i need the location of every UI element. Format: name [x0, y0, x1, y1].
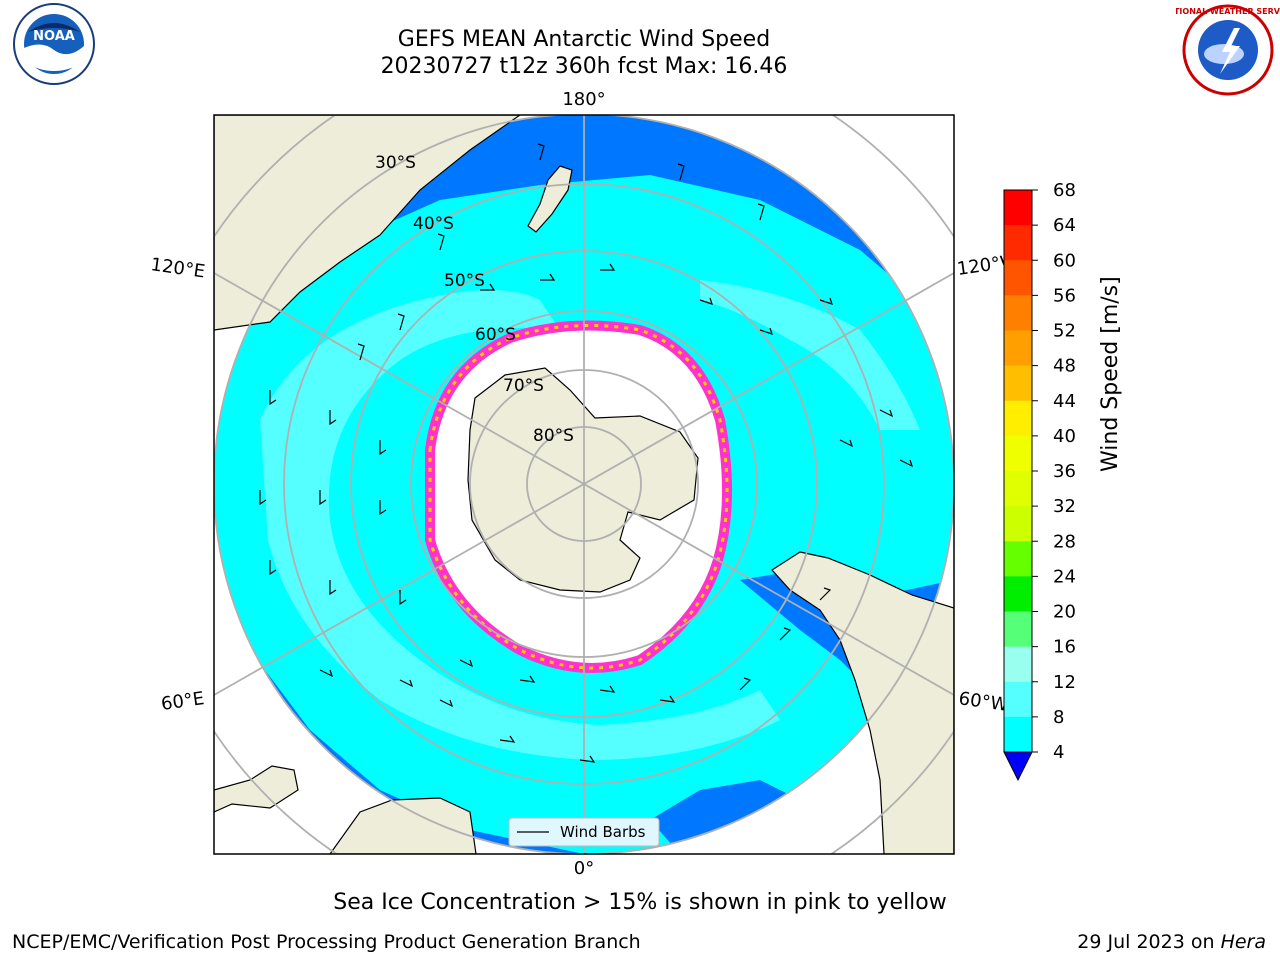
- colorbar-segment: [1004, 400, 1032, 437]
- latitude-labels: 30°S 40°S 50°S 60°S 70°S 80°S: [375, 153, 574, 446]
- colorbar-tick-label: 16: [1053, 637, 1076, 658]
- colorbar-segment: [1004, 190, 1032, 226]
- legend-wind-barbs: Wind Barbs: [508, 817, 660, 847]
- footer-date: 29 Jul 2023 on Hera: [1077, 931, 1266, 953]
- legend-label: Wind Barbs: [560, 823, 646, 841]
- lon-label-0: 0°: [574, 858, 594, 879]
- colorbar-tick-label: 8: [1053, 707, 1064, 728]
- colorbar-tick-label: 52: [1053, 321, 1076, 342]
- colorbar-segment: [1004, 611, 1032, 648]
- nws-logo-text: NATIONAL WEATHER SERVICE: [1176, 7, 1280, 16]
- sea-ice-note: Sea Ice Concentration > 15% is shown in …: [333, 890, 947, 915]
- new-zealand: [527, 165, 573, 233]
- lat-label-40s: 40°S: [413, 214, 454, 234]
- map-subtitle-run-info: 20230727 t12z 360h fcst Max: 16.46: [380, 54, 788, 79]
- wind-barbs: [259, 143, 914, 763]
- footer-date-text: 29 Jul 2023 on: [1077, 931, 1221, 953]
- colorbar-segment: [1004, 471, 1032, 507]
- colorbar-segment: [1004, 576, 1032, 612]
- colorbar-tick-label: 60: [1053, 250, 1076, 271]
- colorbar-tick-label: 36: [1053, 461, 1076, 482]
- colorbar-tick-label: 20: [1053, 602, 1076, 623]
- map-frame: [213, 114, 955, 855]
- lat-label-30s: 30°S: [375, 153, 416, 173]
- colorbar-segment: [1004, 225, 1032, 261]
- colorbar-tick-label: 12: [1053, 672, 1076, 693]
- colorbar-extend-arrow: [1003, 751, 1033, 782]
- colorbar-tick-label: 56: [1053, 285, 1076, 306]
- lat-label-60s: 60°S: [475, 325, 516, 345]
- colorbar-tick-label: 44: [1053, 391, 1076, 412]
- colorbar-tick-label: 4: [1053, 742, 1064, 763]
- lon-label-120e: 120°E: [149, 254, 206, 282]
- colorbar-segment: [1004, 295, 1032, 331]
- colorbar-tick-label: 48: [1053, 356, 1076, 377]
- colorbar-label: Wind Speed [m/s]: [1098, 276, 1123, 472]
- colorbar-segment: [1004, 681, 1032, 718]
- colorbar-tick-label: 68: [1053, 180, 1076, 201]
- nws-logo: NATIONAL WEATHER SERVICE: [1176, 4, 1280, 96]
- antarctica: [467, 367, 699, 593]
- lat-label-80s: 80°S: [533, 426, 574, 446]
- colorbar-segment: [1004, 330, 1032, 367]
- graticule: [214, 115, 954, 854]
- footer-machine: Hera: [1220, 931, 1266, 953]
- noaa-logo: NOAA: [13, 3, 95, 85]
- colorbar-tick-label: 32: [1053, 496, 1076, 517]
- colorbar-tick-label: 24: [1053, 566, 1076, 587]
- footer-branch: NCEP/EMC/Verification Post Processing Pr…: [12, 931, 641, 953]
- colorbar-segment: [1004, 646, 1032, 683]
- noaa-logo-text: NOAA: [33, 29, 75, 44]
- wind-speed-12-16-field: [260, 280, 920, 760]
- lon-label-180: 180°: [562, 89, 605, 110]
- map-title: GEFS MEAN Antarctic Wind Speed: [397, 27, 771, 52]
- colorbar-segment: [1004, 506, 1032, 542]
- colorbar: 68 64 60 56 52 48 44 40 36 32 28 24 20 16 12 8 4: [1003, 180, 1076, 782]
- colorbar-segment: [1004, 541, 1032, 577]
- lat-label-50s: 50°S: [444, 271, 485, 291]
- lon-label-60e: 60°E: [160, 688, 206, 715]
- colorbar-segment: [1004, 365, 1032, 402]
- colorbar-tick-label: 40: [1053, 426, 1076, 447]
- colorbar-segment: [1004, 435, 1032, 472]
- colorbar-segment: [1004, 716, 1032, 753]
- lon-label-60w: 60°W: [957, 688, 1009, 716]
- colorbar-tick-label: 28: [1053, 531, 1076, 552]
- colorbar-segment: [1004, 260, 1032, 296]
- colorbar-tick-label: 64: [1053, 215, 1076, 236]
- lat-label-70s: 70°S: [503, 376, 544, 396]
